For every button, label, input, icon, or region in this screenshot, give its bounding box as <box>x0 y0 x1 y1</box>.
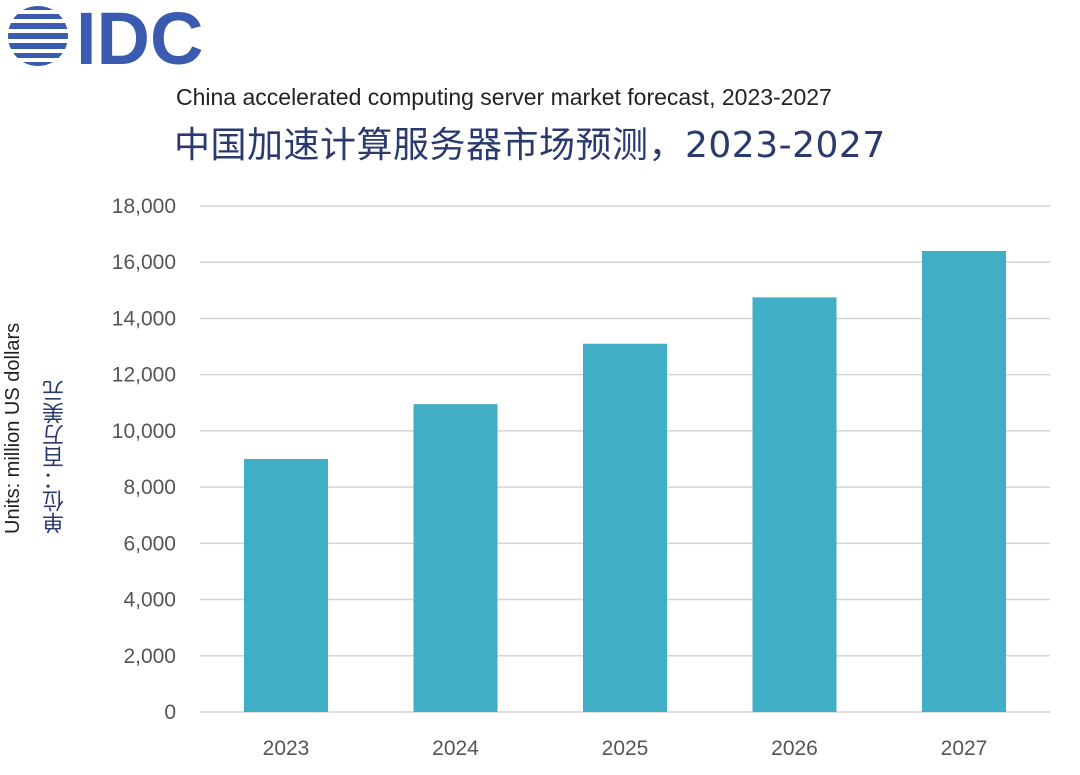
y-tick-label: 12,000 <box>112 364 176 387</box>
y-tick-label: 16,000 <box>112 251 176 274</box>
x-tick-label: 2027 <box>941 737 988 760</box>
globe-icon <box>8 6 68 66</box>
y-tick-label: 2,000 <box>123 645 176 668</box>
bar-2024 <box>413 404 498 712</box>
bar-2026 <box>752 297 837 712</box>
bar-2025 <box>583 343 667 712</box>
x-tick-label: 2025 <box>602 737 649 760</box>
y-tick-label: 4,000 <box>123 589 176 612</box>
y-tick-label: 18,000 <box>112 195 176 218</box>
idc-logo: IDC <box>8 2 203 70</box>
x-tick-label: 2023 <box>263 737 310 760</box>
bar-2027 <box>922 250 1006 712</box>
y-tick-label: 0 <box>164 701 176 724</box>
y-tick-labels: 0 2,000 4,000 6,000 8,000 10,000 12,000 14,000 1… <box>112 195 176 724</box>
chart-title-cn: 中国加速计算服务器市场预测，2023-2027 <box>174 125 886 166</box>
y-tick-label: 14,000 <box>112 307 176 330</box>
chart-title: China accelerated computing server marke… <box>176 84 832 110</box>
y-tick-label: 8,000 <box>123 476 176 499</box>
y-tick-label: 10,000 <box>112 420 176 443</box>
x-tick-label: 2024 <box>432 737 479 760</box>
x-tick-label: 2026 <box>771 737 818 760</box>
bar-2023 <box>244 459 328 712</box>
x-tick-labels: 2023 2024 2025 2026 2027 <box>263 737 988 760</box>
y-tick-label: 6,000 <box>123 532 176 555</box>
logo-text: IDC <box>76 2 203 70</box>
bars <box>244 250 1006 712</box>
